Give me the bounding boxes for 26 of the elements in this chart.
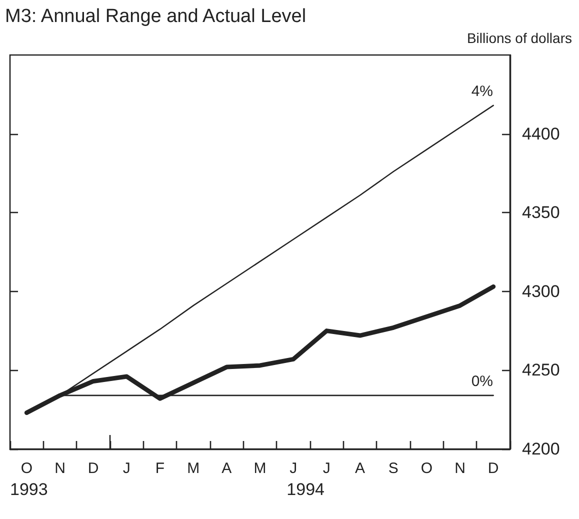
y-tick-label: 4350 xyxy=(522,203,560,222)
text: 1994 xyxy=(286,480,324,499)
text: 1993 xyxy=(10,480,48,499)
y-tick-label: 4300 xyxy=(522,282,560,301)
x-tick-label: N xyxy=(454,460,466,477)
x-tick-label: S xyxy=(388,460,398,477)
x-tick-label: D xyxy=(88,460,99,477)
x-tick-label: M xyxy=(254,460,266,477)
x-tick-label: A xyxy=(354,460,366,477)
x-tick-label: J xyxy=(322,460,330,477)
x-tick-label: O xyxy=(20,460,33,477)
y-tick-label: 4200 xyxy=(522,440,560,458)
chart-title: M3: Annual Range and Actual Level xyxy=(5,6,306,27)
x-tick-label: D xyxy=(488,460,499,477)
x-tick-label: O xyxy=(420,460,433,477)
x-tick-label: A xyxy=(222,460,232,477)
y-axis-title: Billions of dollars xyxy=(466,30,572,46)
x-tick-label: J xyxy=(290,460,298,477)
y-tick-label: 4400 xyxy=(522,124,560,144)
x-tick-label: F xyxy=(155,460,165,477)
x-tick-label: N xyxy=(54,460,66,477)
x-tick-label: M xyxy=(187,460,200,477)
x-tick-label: J xyxy=(122,460,130,477)
legend-label: 0% xyxy=(471,372,494,390)
series-label: 4% xyxy=(471,82,494,100)
y-tick-label: 4250 xyxy=(522,360,560,380)
